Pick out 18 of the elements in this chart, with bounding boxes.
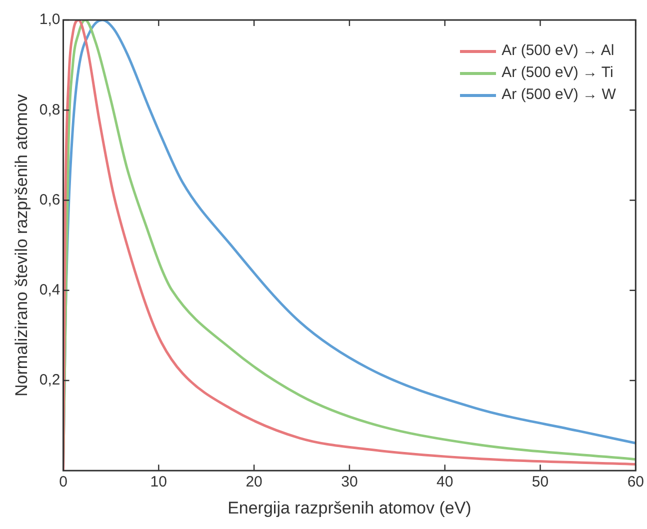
y-axis-title: Normalizirano število razpršenih atomov: [12, 94, 31, 396]
y-tick-label: 1,0: [39, 11, 60, 28]
x-tick-label: 20: [246, 474, 262, 491]
line-series: [63, 20, 636, 471]
x-tick-label: 40: [436, 474, 454, 491]
x-tick-label: 50: [532, 474, 549, 491]
y-tick-label: 0,8: [39, 101, 60, 118]
y-tick-label: 0,2: [39, 372, 60, 389]
x-tick-label: 60: [627, 474, 644, 491]
legend-label: Ar (500 eV) → W: [502, 85, 616, 105]
x-tick-label: 10: [150, 474, 167, 491]
legend-label: Ar (500 eV) → Al: [502, 41, 614, 61]
x-tick-label: 30: [341, 474, 358, 491]
y-tick-label: 0,6: [39, 191, 60, 208]
y-tick-label: 0,4: [39, 282, 60, 298]
legend-label: Ar (500 eV) → Ti: [502, 63, 614, 83]
x-axis-title: Energija razpršenih atomov (eV): [228, 498, 472, 518]
x-tick-label: 0: [59, 474, 68, 491]
